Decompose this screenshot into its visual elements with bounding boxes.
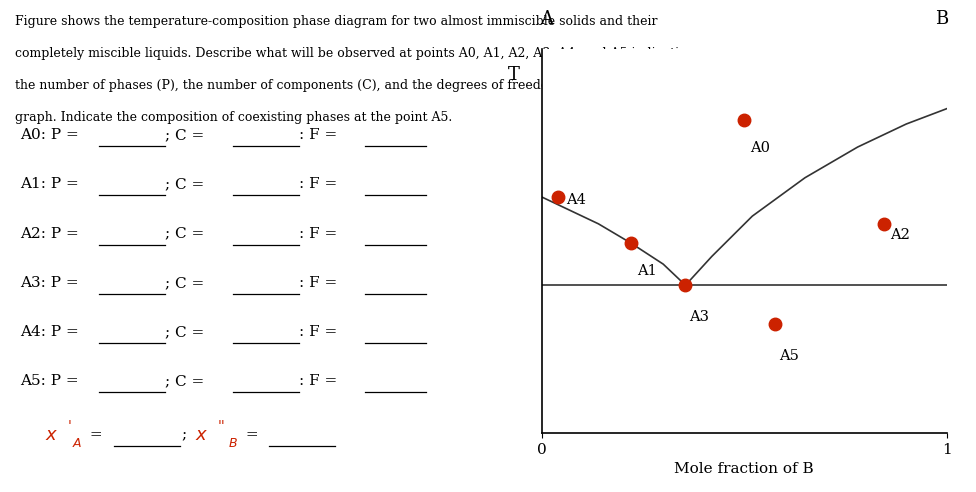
- Text: ': ': [68, 420, 72, 433]
- Text: ; C =: ; C =: [165, 178, 204, 191]
- Text: A0: P =: A0: P =: [20, 128, 79, 142]
- Text: A5: P =: A5: P =: [20, 374, 78, 388]
- Text: A4: P =: A4: P =: [20, 325, 79, 339]
- Text: =: =: [241, 429, 259, 442]
- Text: A: A: [540, 10, 552, 28]
- Text: the number of phases (P), the number of components (C), and the degrees of freed: the number of phases (P), the number of …: [15, 79, 719, 92]
- Text: : F =: : F =: [299, 374, 338, 388]
- Text: graph. Indicate the composition of coexisting phases at the point A5.: graph. Indicate the composition of coexi…: [15, 111, 452, 123]
- Text: B: B: [935, 10, 949, 28]
- Text: ; C =: ; C =: [165, 227, 204, 241]
- Text: : F =: : F =: [299, 325, 338, 339]
- Text: ; C =: ; C =: [165, 128, 204, 142]
- Text: A3: A3: [689, 310, 709, 324]
- Text: '': '': [218, 420, 225, 433]
- Text: Figure shows the temperature-composition phase diagram for two almost immiscible: Figure shows the temperature-composition…: [15, 15, 657, 28]
- Text: : F =: : F =: [299, 276, 338, 290]
- Text: =: =: [85, 429, 102, 442]
- Text: $\mathit{B}$: $\mathit{B}$: [228, 437, 238, 450]
- Text: A4: A4: [566, 193, 586, 207]
- Text: T: T: [508, 66, 519, 85]
- Text: A2: P =: A2: P =: [20, 227, 79, 241]
- Text: $\mathit{A}$: $\mathit{A}$: [71, 437, 82, 450]
- Text: A1: P =: A1: P =: [20, 178, 79, 191]
- Text: : F =: : F =: [299, 128, 338, 142]
- Text: A0: A0: [751, 141, 770, 155]
- Text: A5: A5: [779, 348, 798, 363]
- Text: ; C =: ; C =: [165, 276, 204, 290]
- Text: A3: P =: A3: P =: [20, 276, 78, 290]
- Text: ; C =: ; C =: [165, 325, 204, 339]
- Text: completely miscible liquids. Describe what will be observed at points A0, A1, A2: completely miscible liquids. Describe wh…: [15, 47, 695, 60]
- Text: A1: A1: [637, 264, 657, 278]
- Text: ;: ;: [182, 429, 186, 442]
- Text: ; C =: ; C =: [165, 374, 204, 388]
- Text: A2: A2: [890, 228, 910, 242]
- Text: : F =: : F =: [299, 178, 338, 191]
- X-axis label: Mole fraction of B: Mole fraction of B: [674, 462, 814, 476]
- Text: : F =: : F =: [299, 227, 338, 241]
- Text: $\mathbf{\mathit{x}}$: $\mathbf{\mathit{x}}$: [195, 427, 208, 444]
- Text: $\mathbf{\mathit{x}}$: $\mathbf{\mathit{x}}$: [45, 427, 59, 444]
